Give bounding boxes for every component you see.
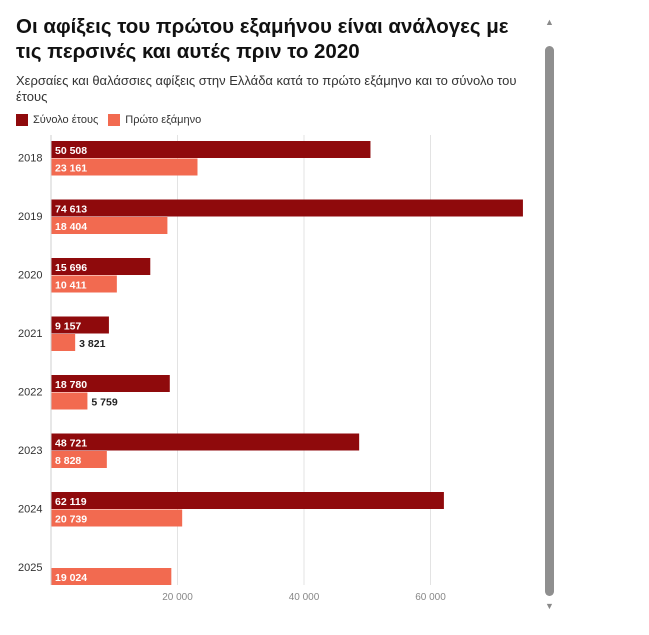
bar	[51, 141, 371, 158]
category-label: 2022	[18, 387, 42, 399]
data-label: 19 024	[55, 572, 87, 584]
data-label: 20 739	[55, 513, 87, 525]
bar	[51, 199, 523, 217]
legend-label-first-half: Πρώτο εξάμηνο	[125, 114, 202, 126]
data-label: 18 780	[55, 379, 87, 391]
legend-swatch-first-half	[108, 114, 121, 126]
data-label: 18 404	[55, 221, 87, 233]
bar	[51, 433, 360, 451]
legend-item-total: Σύνολο έτους	[16, 114, 98, 126]
bar	[51, 334, 76, 351]
bar	[51, 492, 444, 509]
bar	[51, 275, 117, 293]
x-tick-label: 20 000	[162, 592, 193, 603]
data-label: 5 759	[91, 396, 117, 408]
data-label: 10 411	[55, 279, 87, 291]
data-label: 48 721	[55, 437, 87, 449]
legend-item-first-half: Πρώτο εξάμηνο	[108, 114, 201, 126]
data-label: 62 119	[55, 496, 87, 508]
data-label: 50 508	[55, 145, 87, 157]
category-label: 2019	[18, 211, 42, 223]
bar	[51, 158, 198, 176]
chart-subtitle: Χερσαίες και θαλάσσιες αφίξεις στην Ελλά…	[16, 73, 517, 104]
scroll-up-arrow-icon[interactable]: ▲	[545, 17, 554, 27]
chart-legend: Σύνολο έτους Πρώτο εξάμηνο	[16, 114, 201, 126]
legend-label-total: Σύνολο έτους	[33, 114, 99, 126]
vertical-scrollbar[interactable]: ▲ ▼	[544, 18, 555, 611]
bar	[51, 316, 109, 334]
legend-swatch-total	[16, 114, 28, 126]
bar	[51, 392, 88, 410]
scroll-track[interactable]	[544, 30, 555, 598]
bar	[51, 217, 168, 234]
scroll-down-arrow-icon[interactable]: ▼	[545, 601, 554, 611]
chart-title: Οι αφίξεις του πρώτου εξαμήνου είναι ανά…	[16, 15, 509, 63]
data-label: 15 696	[55, 262, 87, 274]
x-tick-label: 40 000	[289, 592, 320, 603]
bar	[51, 258, 151, 275]
x-tick-label: 60 000	[415, 592, 446, 603]
category-label: 2020	[18, 270, 42, 282]
bar	[51, 509, 183, 527]
bar	[51, 375, 170, 392]
bar	[51, 451, 107, 468]
scroll-thumb[interactable]	[545, 46, 554, 596]
category-label: 2023	[18, 445, 42, 457]
bar	[51, 568, 172, 585]
data-label: 3 821	[79, 338, 105, 350]
data-label: 9 157	[55, 320, 81, 332]
category-label: 2021	[18, 328, 42, 340]
category-label: 2024	[18, 504, 42, 516]
category-label: 2025	[18, 562, 42, 574]
data-label: 74 613	[55, 203, 87, 215]
data-label: 8 828	[55, 455, 81, 467]
category-label: 2018	[18, 153, 42, 165]
data-label: 23 161	[55, 162, 87, 174]
